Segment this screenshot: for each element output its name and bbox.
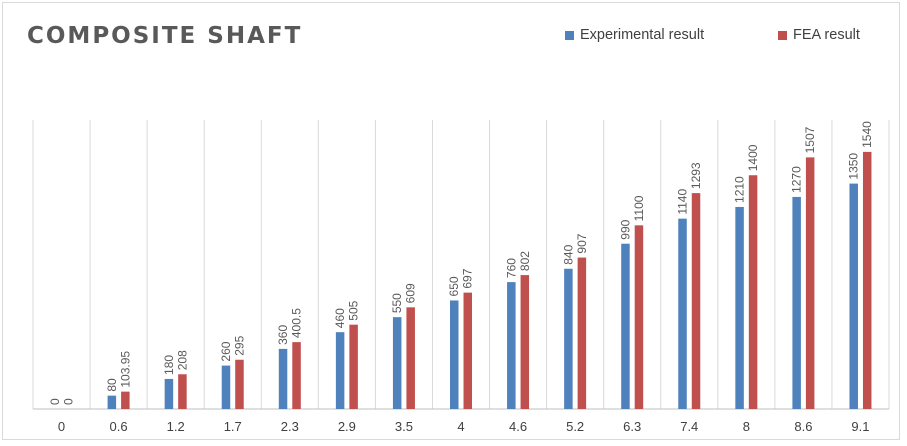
data-label-fea: 295 [232,335,246,355]
bar-experimental [792,196,801,409]
data-label-fea: 103.95 [118,351,132,388]
data-label-fea: 400.5 [290,308,304,338]
x-tick-label: 5.2 [566,419,584,434]
data-label-fea: 208 [175,350,189,370]
data-label-experimental: 840 [561,244,575,264]
bar-fea [349,324,358,409]
data-label-experimental: 760 [504,258,518,278]
legend-swatch-experimental [565,30,574,40]
data-label-experimental: 360 [276,325,290,345]
x-tick-label: 2.3 [281,419,299,434]
bar-experimental [849,183,858,409]
legend-item-fea: FEA result [778,27,860,43]
bar-fea [691,193,701,409]
data-label-experimental: 1210 [733,176,747,203]
data-label-experimental: 180 [162,355,176,375]
data-label-experimental: 650 [447,276,461,296]
data-label-fea: 0 [61,398,75,405]
bar-experimental [221,365,231,409]
data-label-experimental: 80 [105,378,119,392]
x-tick-label: 2.9 [338,419,356,434]
bar-experimental [164,378,174,409]
data-label-experimental: 550 [390,293,404,313]
x-tick-label: 3.5 [395,419,413,434]
data-label-fea: 802 [518,251,532,271]
x-tick-label: 1.7 [224,419,242,434]
data-label-fea: 1400 [746,144,760,171]
bar-experimental [107,395,117,409]
data-label-experimental: 990 [618,219,632,239]
data-label-fea: 697 [461,268,475,288]
legend-label-experimental: Experimental result [580,27,705,43]
bar-fea [235,359,244,409]
bar-fea [520,275,530,409]
x-tick-label: 6.3 [623,419,641,434]
bar-fea [463,292,472,409]
bar-experimental [678,218,687,409]
bar-fea [748,175,758,409]
bar-fea [406,307,415,409]
bar-fea [121,391,130,409]
x-tick-label: 4.6 [509,419,527,434]
data-label-fea: 1100 [632,195,646,221]
data-label-experimental: 1140 [676,189,690,215]
data-label-fea: 609 [404,283,418,303]
x-tick-label: 0 [58,419,65,434]
chart-title: COMPOSITE SHAFT [27,23,303,49]
bar-experimental [392,317,402,409]
data-label-fea: 505 [347,300,361,320]
bar-fea [862,151,872,409]
bar-experimental [507,282,516,409]
legend-item-experimental: Experimental result [565,27,704,43]
bar-experimental [564,268,573,409]
data-label-experimental: 1270 [790,166,804,193]
x-tick-label: 0.6 [110,419,128,434]
bar-experimental [450,300,459,409]
bar-experimental [735,206,744,409]
bar-fea [577,257,587,409]
x-tick-label: 8.6 [794,419,812,434]
x-tick-label: 8 [743,419,750,434]
x-tick-label: 9.1 [851,419,869,434]
x-tick-label: 4 [457,419,464,434]
bar-fea [634,225,644,409]
legend-swatch-fea [778,30,787,40]
bar-fea [178,374,187,409]
data-label-experimental: 0 [48,398,62,405]
data-label-fea: 1507 [803,126,817,153]
data-label-fea: 907 [575,233,589,253]
data-label-experimental: 1350 [847,153,861,180]
bar-experimental [621,243,630,409]
bar-experimental [335,332,345,409]
legend-label-fea: FEA result [793,27,860,43]
x-tick-label: 7.4 [680,419,698,434]
data-label-experimental: 260 [219,341,233,361]
bar-experimental [278,348,288,409]
x-tick-label: 1.2 [167,419,185,434]
data-label-experimental: 460 [333,308,347,328]
data-label-fea: 1293 [689,162,703,189]
bar-fea [292,342,301,409]
data-label-fea: 1540 [860,121,874,148]
bar-fea [805,157,815,409]
